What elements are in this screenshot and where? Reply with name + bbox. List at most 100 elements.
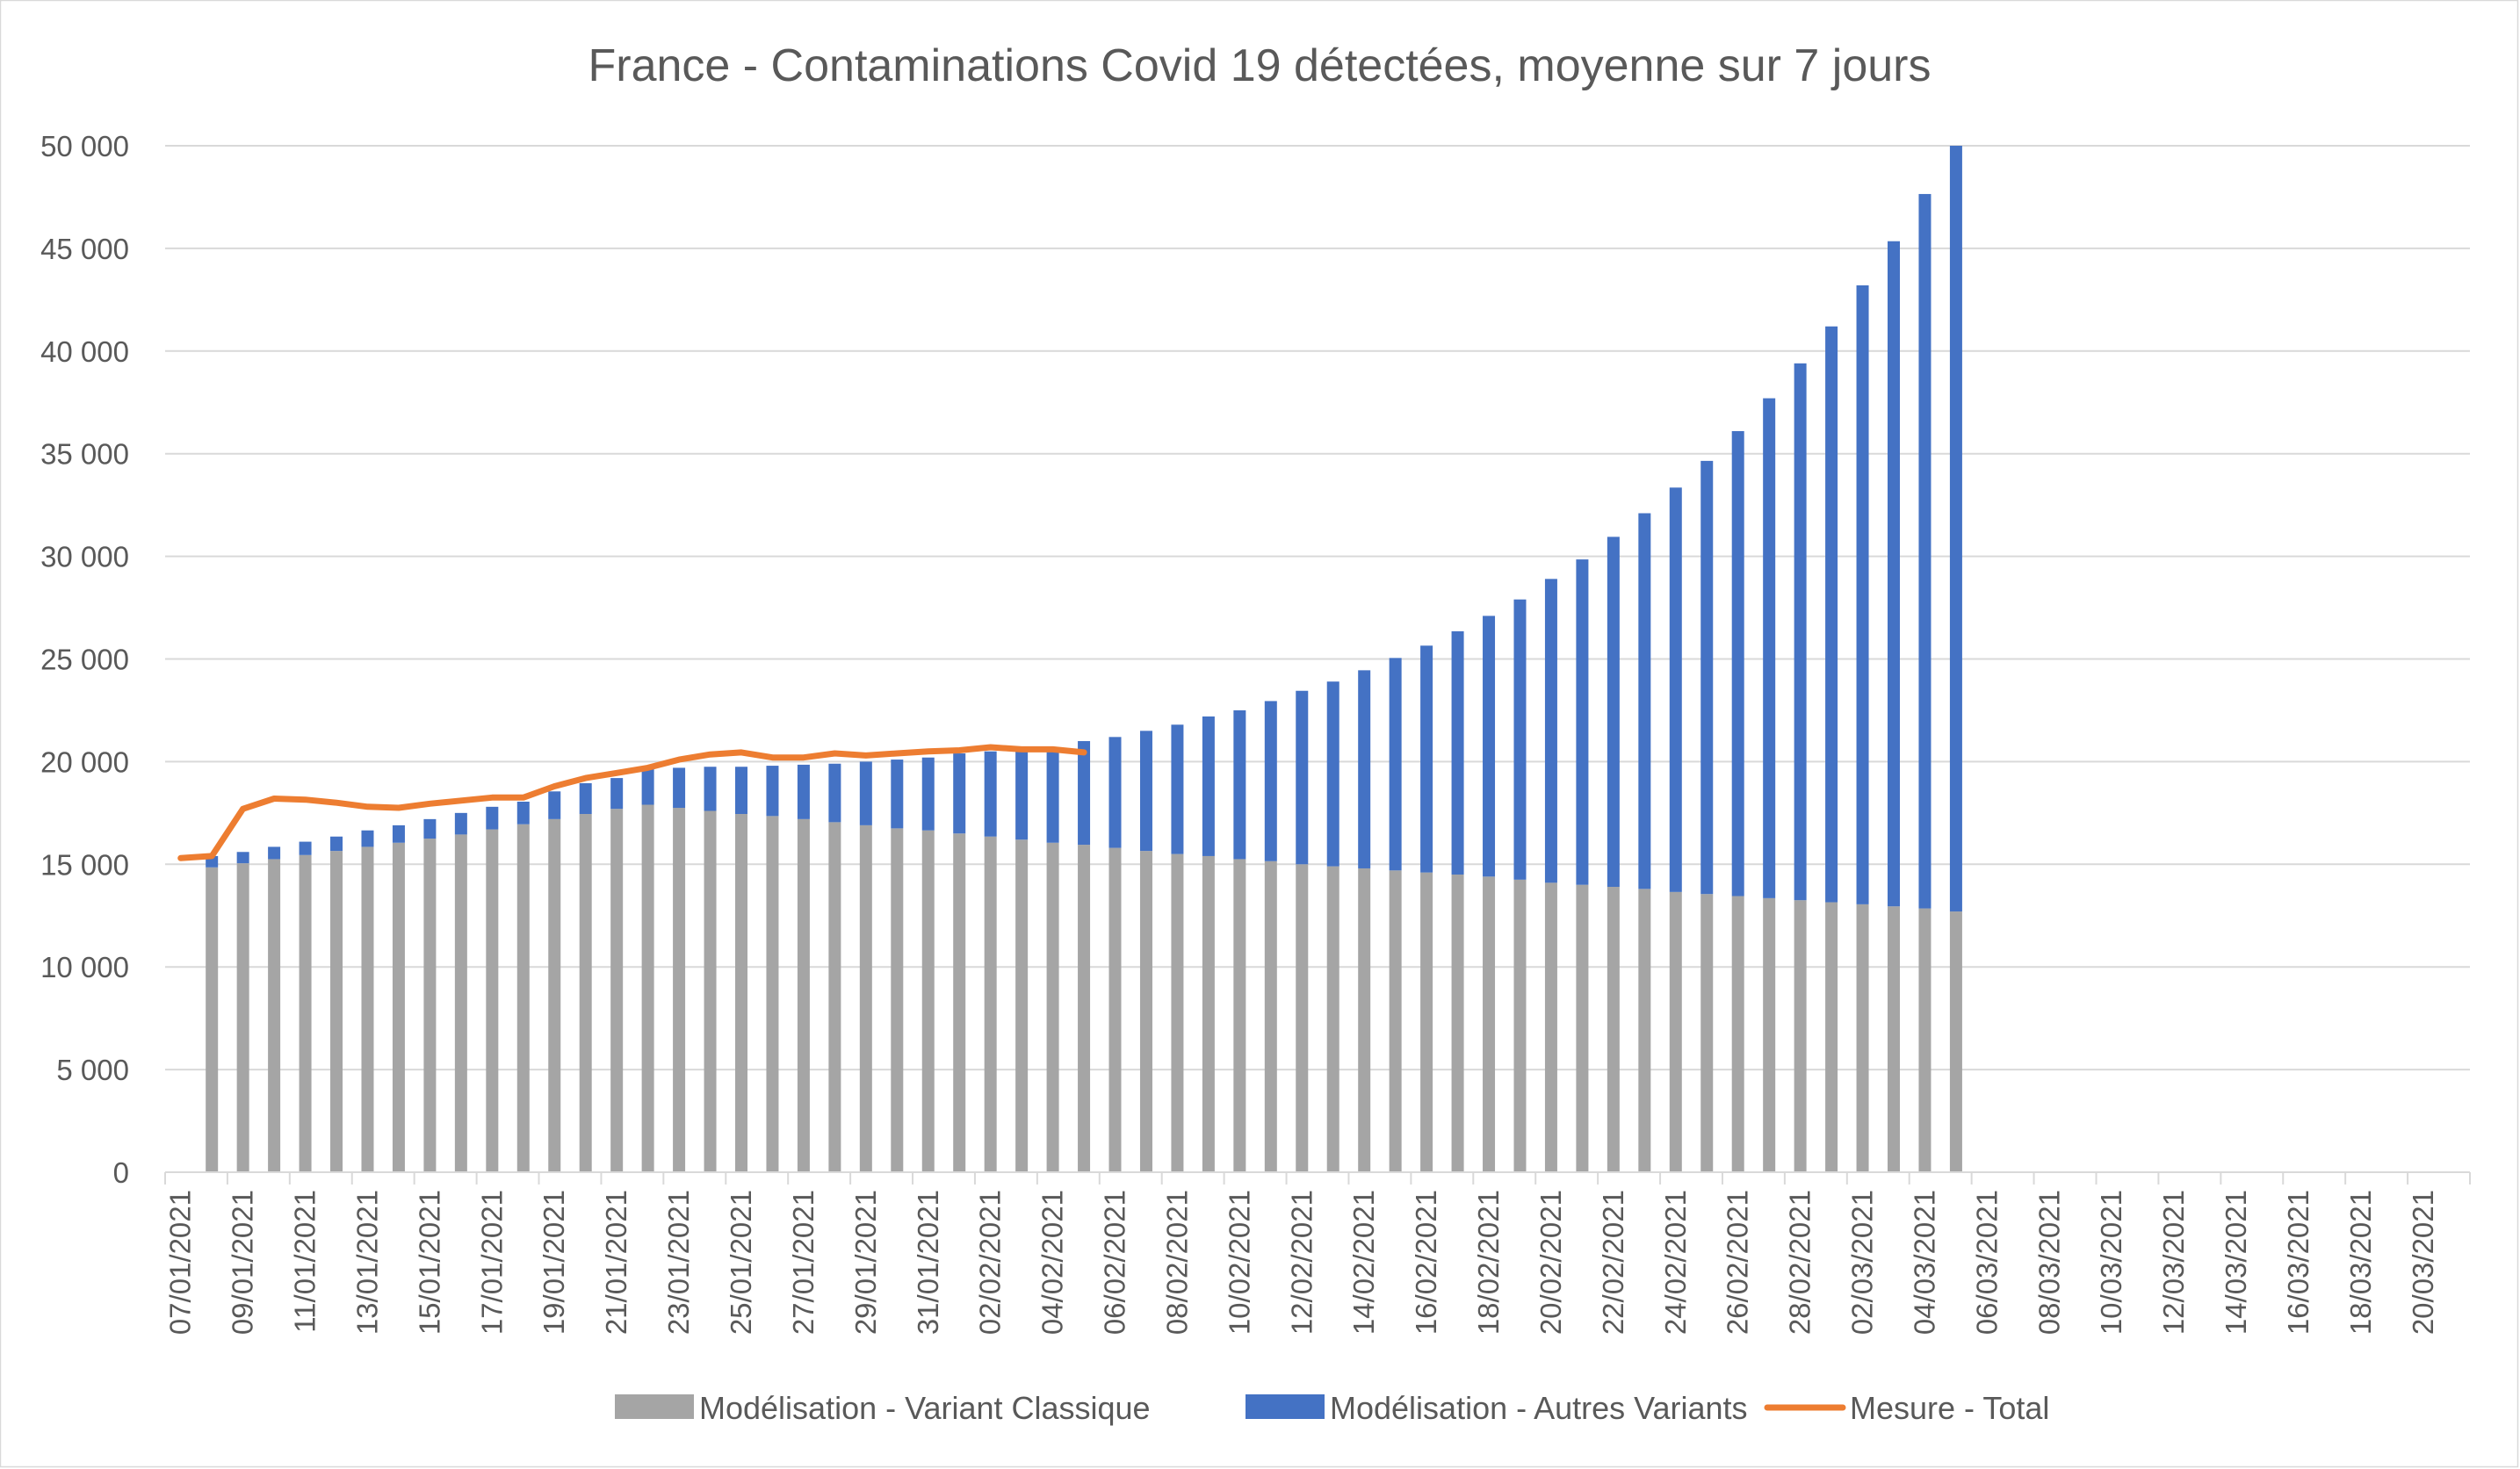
bar-variant-classique	[1731, 896, 1744, 1172]
x-tick-label: 12/02/2021	[1285, 1190, 1318, 1335]
bar-autres-variants	[1918, 193, 1932, 909]
bar-variant-classique	[1420, 872, 1433, 1172]
legend-swatch	[615, 1394, 694, 1419]
bar-autres-variants	[1015, 751, 1029, 840]
x-tick-label: 11/01/2021	[289, 1190, 321, 1333]
bar-variant-classique	[1638, 889, 1651, 1172]
x-tick-label: 20/03/2021	[2407, 1190, 2439, 1335]
bar-autres-variants	[1171, 724, 1184, 854]
y-tick-label: 10 000	[40, 951, 129, 983]
bar-autres-variants	[704, 767, 717, 811]
x-tick-label: 25/01/2021	[725, 1190, 757, 1335]
bar-variant-classique	[1483, 876, 1496, 1172]
bar-autres-variants	[1264, 701, 1277, 861]
bar-autres-variants	[361, 830, 374, 847]
y-tick-label: 45 000	[40, 233, 129, 265]
x-tick-label: 19/01/2021	[538, 1190, 570, 1335]
bar-variant-classique	[206, 867, 219, 1172]
bar-autres-variants	[766, 766, 779, 817]
bar-variant-classique	[1358, 868, 1371, 1172]
legend-label: Mesure - Total	[1850, 1390, 2049, 1426]
x-tick-label: 08/02/2021	[1160, 1190, 1193, 1335]
bar-variant-classique	[1171, 853, 1184, 1172]
y-tick-label: 25 000	[40, 644, 129, 676]
bar-variant-classique	[891, 828, 904, 1172]
x-tick-label: 22/02/2021	[1597, 1190, 1629, 1335]
x-tick-label: 16/03/2021	[2282, 1190, 2314, 1335]
bar-autres-variants	[1856, 284, 1869, 904]
bar-variant-classique	[392, 842, 405, 1172]
bar-autres-variants	[1763, 398, 1776, 898]
x-tick-label: 29/01/2021	[849, 1190, 882, 1335]
bar-variant-classique	[1825, 902, 1838, 1172]
bar-autres-variants	[1638, 513, 1651, 889]
bar-variant-classique	[1918, 908, 1932, 1172]
bar-variant-classique	[516, 824, 530, 1172]
bar-autres-variants	[735, 767, 747, 815]
bar-variant-classique	[704, 810, 717, 1172]
bar-variant-classique	[641, 804, 654, 1172]
bar-autres-variants	[1389, 658, 1402, 871]
bar-variant-classique	[1046, 842, 1059, 1172]
x-tick-label: 26/02/2021	[1722, 1190, 1754, 1335]
bar-autres-variants	[299, 841, 312, 855]
bar-autres-variants	[454, 812, 467, 835]
bar-autres-variants	[673, 767, 686, 809]
bar-autres-variants	[1513, 599, 1527, 880]
x-tick-label: 07/01/2021	[164, 1190, 197, 1335]
bar-autres-variants	[236, 852, 249, 864]
bar-autres-variants	[1825, 326, 1838, 903]
x-tick-label: 15/01/2021	[413, 1190, 445, 1335]
bar-autres-variants	[1669, 487, 1682, 892]
bar-variant-classique	[548, 818, 561, 1172]
x-tick-label: 08/03/2021	[2033, 1190, 2065, 1335]
bar-variant-classique	[984, 836, 997, 1172]
bar-autres-variants	[1326, 681, 1339, 867]
x-tick-label: 10/03/2021	[2095, 1190, 2127, 1335]
y-tick-label: 0	[113, 1156, 129, 1189]
bar-variant-classique	[1264, 861, 1277, 1172]
x-tick-label: 24/02/2021	[1659, 1190, 1692, 1335]
x-tick-label: 14/03/2021	[2220, 1190, 2252, 1335]
line-mesure-total	[177, 744, 1087, 861]
bar-variant-classique	[673, 808, 686, 1172]
bar-autres-variants	[1483, 616, 1496, 877]
x-tick-label: 09/01/2021	[227, 1190, 259, 1335]
bar-autres-variants	[423, 818, 437, 839]
bar-variant-classique	[1078, 845, 1091, 1172]
bar-autres-variants	[1607, 536, 1620, 888]
x-tick-label: 14/02/2021	[1347, 1190, 1380, 1335]
bar-variant-classique	[1233, 859, 1246, 1172]
bar-variant-classique	[236, 863, 249, 1172]
bar-variant-classique	[1296, 864, 1309, 1172]
bar-variant-classique	[486, 829, 499, 1172]
x-tick-label: 10/02/2021	[1223, 1190, 1255, 1335]
bar-autres-variants	[516, 801, 530, 825]
bar-autres-variants	[921, 757, 935, 831]
bar-autres-variants	[1108, 737, 1122, 848]
bar-variant-classique	[1202, 855, 1215, 1172]
bar-autres-variants	[392, 825, 405, 843]
bar-autres-variants	[1420, 645, 1433, 873]
bar-variant-classique	[361, 846, 374, 1172]
bar-variant-classique	[1389, 870, 1402, 1172]
x-tick-label: 04/03/2021	[1908, 1190, 1940, 1335]
bar-variant-classique	[1888, 906, 1900, 1172]
bar-variant-classique	[859, 825, 872, 1172]
x-tick-label: 13/01/2021	[350, 1190, 383, 1335]
bars	[206, 146, 1962, 1172]
bar-variant-classique	[1108, 847, 1122, 1172]
bar-autres-variants	[1078, 741, 1091, 846]
bar-variant-classique	[1607, 887, 1620, 1172]
bar-autres-variants	[610, 778, 624, 810]
bar-autres-variants	[1544, 579, 1557, 883]
bar-variant-classique	[1669, 891, 1682, 1172]
bar-autres-variants	[1731, 430, 1744, 897]
legend: Modélisation - Variant Classique Modélisa…	[615, 1390, 2049, 1426]
y-tick-label: 5 000	[56, 1054, 129, 1086]
bar-autres-variants	[486, 806, 499, 830]
x-tick-label: 02/03/2021	[1846, 1190, 1879, 1335]
